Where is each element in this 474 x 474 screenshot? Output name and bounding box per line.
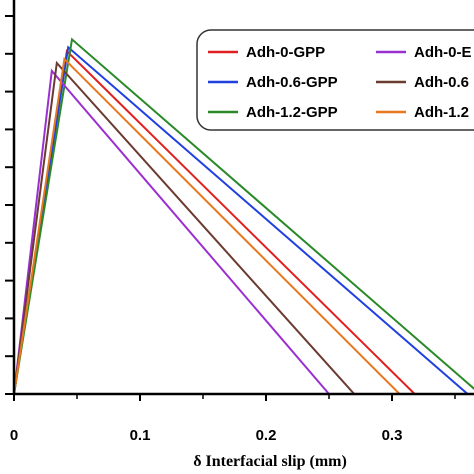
y-ticks [5,15,14,395]
legend-label: Adh-0.6-GPP [246,74,338,91]
series-layer [13,37,474,395]
x-ticks: 0 0.1 0.2 0.3 [10,394,456,444]
series-line-4 [13,68,330,395]
x-tick-label: 0.1 [130,427,151,444]
x-tick-label: 0 [10,427,18,444]
series-line-3 [13,37,474,395]
x-tick-label: 0.3 [382,427,403,444]
legend-label: Adh-1.2-GPP [246,104,338,121]
legend-items: Adh-0-GPP Adh-0-E Adh-0.6-GPP Adh-0.6 Adh-1.… [208,44,472,121]
series-line-6 [13,56,401,395]
legend-label: Adh-0-E [414,44,472,61]
legend-label: Adh-0-GPP [246,44,325,61]
x-tick-label: 0.2 [256,427,277,444]
legend-box [196,29,474,131]
series-line-5 [13,60,355,395]
x-axis-label: δ Interfacial slip (mm) [193,453,347,470]
legend-label: Adh-1.2 [414,104,469,121]
legend-label: Adh-0.6 [414,74,469,91]
legend: Adh-0-GPP Adh-0-E Adh-0.6-GPP Adh-0.6 Adh-1.… [196,29,474,131]
